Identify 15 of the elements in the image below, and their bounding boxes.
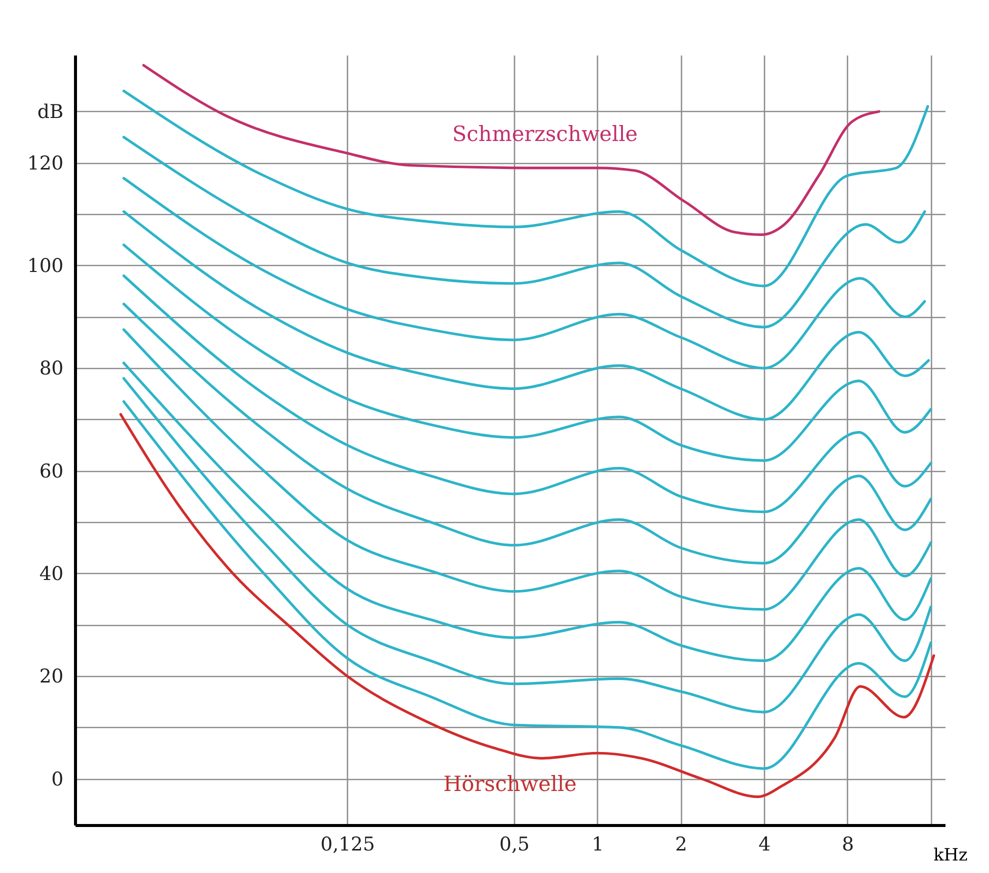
x-tick-label: 1	[592, 834, 604, 856]
y-tick-label: 20	[39, 666, 64, 688]
x-tick-label: 4	[758, 834, 771, 856]
y-tick-label: 120	[27, 152, 64, 174]
y-tick-label: 40	[39, 562, 64, 585]
x-tick-label: 2	[675, 834, 688, 856]
y-tick-label: 100	[27, 254, 64, 277]
y-tick-label: 0	[51, 768, 64, 790]
y-tick-label: 60	[39, 460, 64, 482]
x-tick-label: 0,5	[499, 834, 530, 856]
x-tick-label: 0,125	[320, 834, 375, 856]
x-tick-label: 8	[842, 834, 854, 856]
y-tick-label: dB	[37, 100, 64, 123]
y-tick-label: 80	[39, 358, 64, 380]
x-axis-title: kHz	[934, 846, 968, 866]
